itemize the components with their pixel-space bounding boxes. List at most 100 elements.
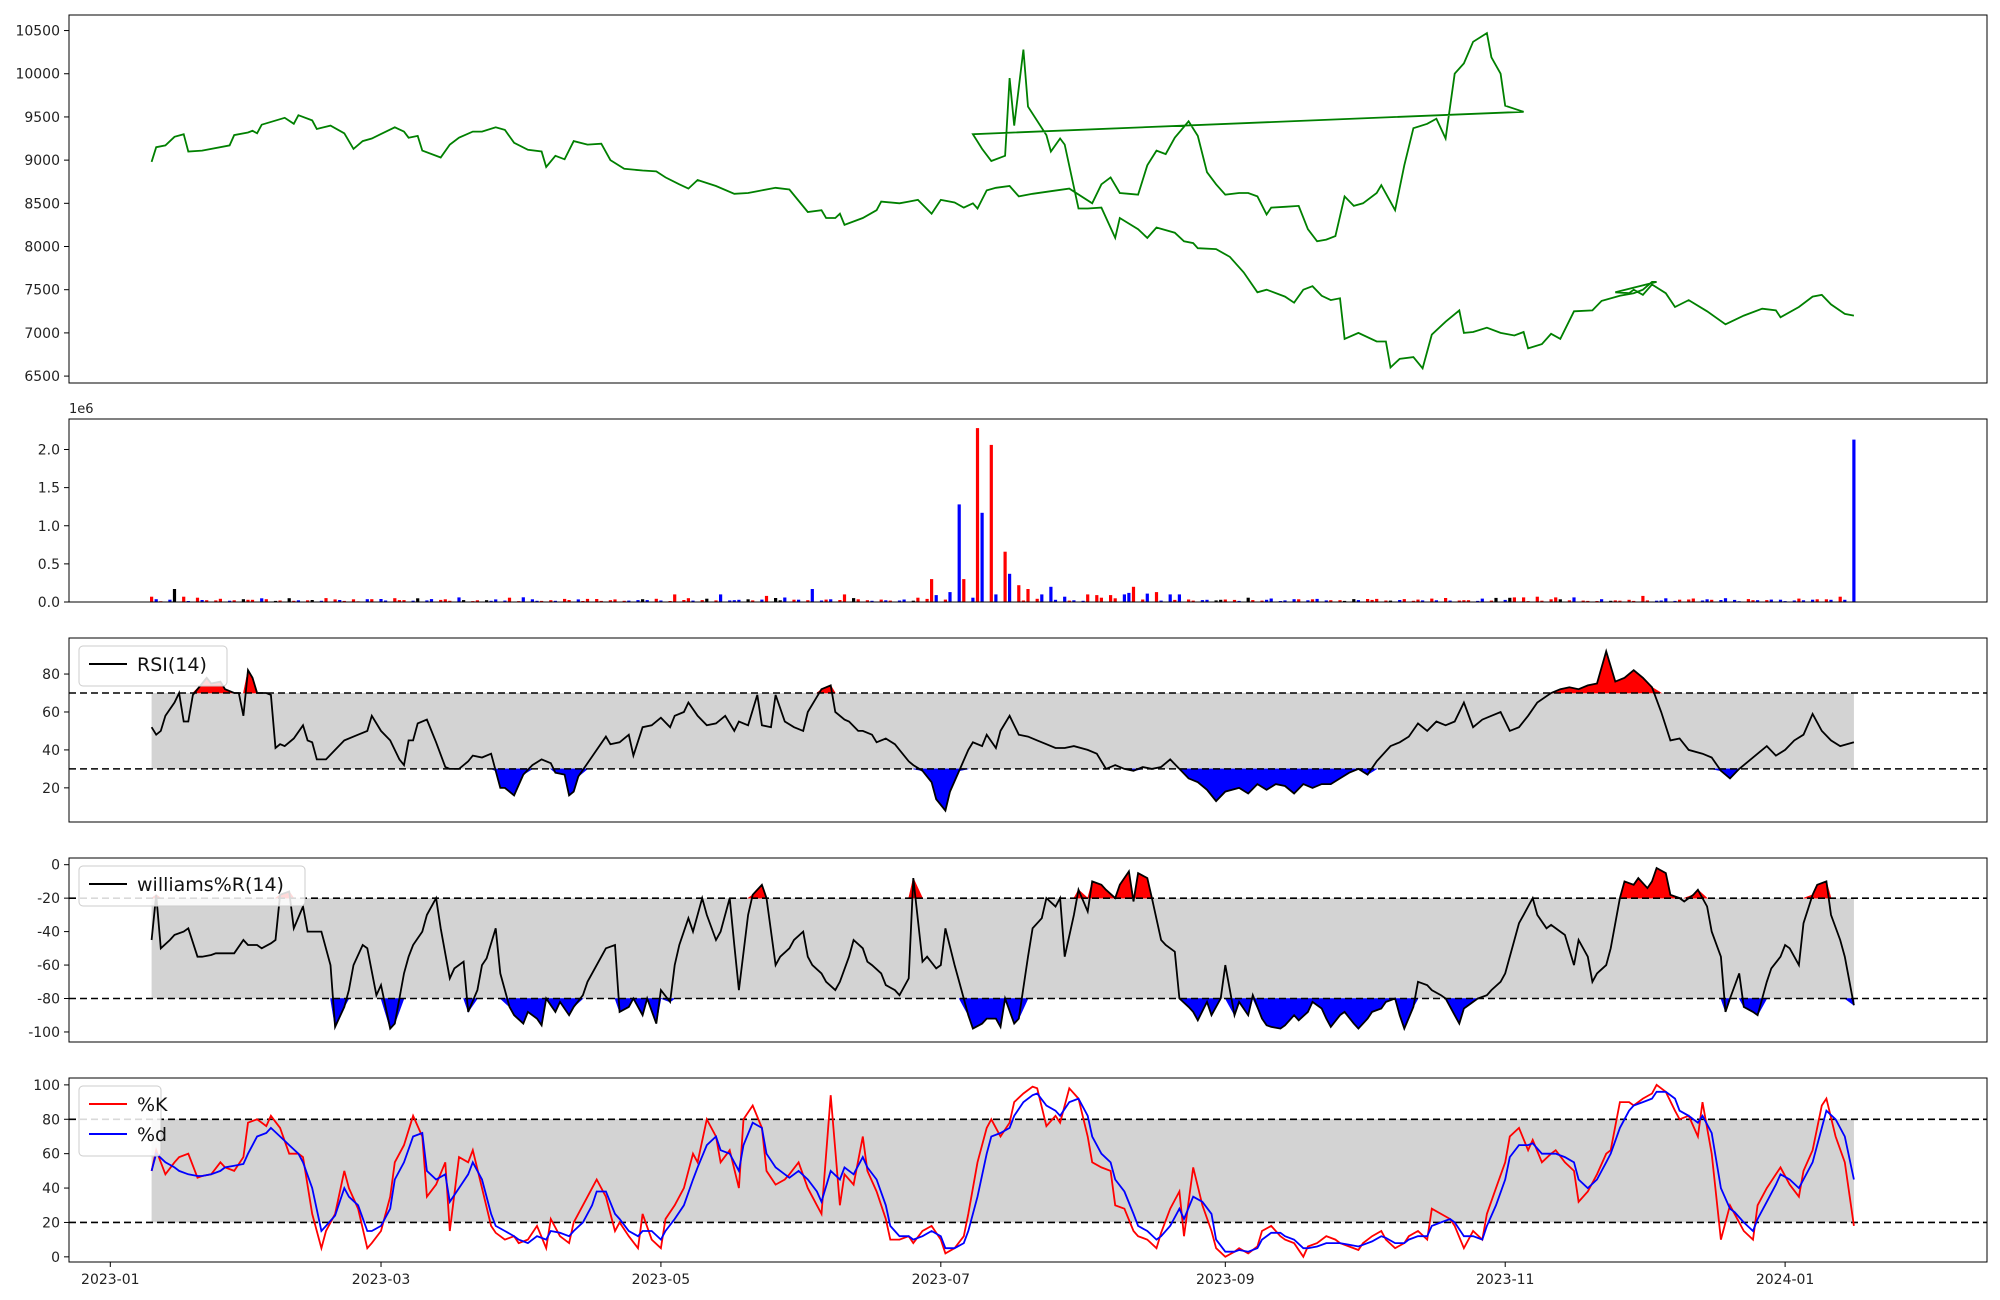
volume-bar <box>195 597 200 602</box>
volume-bar <box>1723 598 1728 602</box>
volume-bar <box>228 600 232 602</box>
y-tick-label: -40 <box>37 925 60 941</box>
volume-bar <box>1489 600 1493 602</box>
volume-bar <box>1678 599 1682 602</box>
y-tick-label: 8500 <box>24 196 60 212</box>
volume-bar <box>1315 598 1319 602</box>
volume-bar <box>310 600 314 602</box>
volume-bar <box>608 600 612 602</box>
volume-bar <box>764 595 769 602</box>
volume-bar <box>1746 599 1750 602</box>
y-tick-label: -100 <box>28 1025 60 1041</box>
volume-bar <box>462 600 466 602</box>
volume-bar <box>439 599 443 602</box>
volume-bar <box>393 598 397 602</box>
volume-bar <box>1618 600 1622 602</box>
volume-bar <box>980 512 984 602</box>
price-panel: 6500 7000 7500 8000 8500 9000 9500 10000 10500 <box>15 14 1988 385</box>
williams-legend-label: williams%R(14) <box>137 874 284 896</box>
volume-bar <box>1177 594 1181 602</box>
volume-bar <box>1664 598 1668 602</box>
volume-bar <box>806 600 810 602</box>
volume-bar <box>1567 600 1571 602</box>
volume-bar <box>751 600 755 602</box>
volume-bar <box>1811 599 1815 602</box>
volume-bar <box>1131 586 1136 603</box>
volume-bar <box>1457 600 1461 602</box>
stochastic-k-line <box>150 1083 1855 1259</box>
volume-bar <box>1329 600 1333 602</box>
volume-bar <box>1756 600 1760 602</box>
y-tick-label: 7000 <box>24 326 60 342</box>
stochastic-panel: 0 20 40 60 80 100 %K %d 2023-01 2023-03 2023-05… <box>33 1077 1988 1288</box>
volume-bar <box>549 600 553 602</box>
volume-bar <box>1265 599 1269 602</box>
volume-bar <box>1159 600 1163 602</box>
rsi-line <box>150 648 1855 813</box>
x-axis-ticks: 2023-01 2023-03 2023-05 2023-07 2023-09 2023-… <box>81 1262 1814 1288</box>
volume-bar <box>1232 599 1237 602</box>
stochastic-threshold-lines <box>69 1118 1987 1224</box>
volume-bar <box>246 599 250 602</box>
rsi-legend-box <box>78 645 228 687</box>
volume-bar <box>1026 589 1030 602</box>
volume-bar <box>1086 594 1090 602</box>
williams-legend-box <box>78 865 306 907</box>
volume-bar <box>865 600 869 602</box>
volume-bar <box>1370 599 1374 602</box>
volume-bar <box>641 599 645 602</box>
x-tick-label: 2023-09 <box>1196 1272 1255 1288</box>
volume-bar <box>296 600 300 602</box>
volume-bar <box>485 600 489 602</box>
volume-bar <box>287 598 291 602</box>
volume-bar <box>1466 600 1471 602</box>
volume-bar <box>1434 600 1438 602</box>
volume-bar <box>1099 597 1103 602</box>
volume-bar <box>1223 599 1227 602</box>
williams-y-ticks: 0 -20 -40 -60 -80 -100 <box>28 858 69 1041</box>
volume-bar <box>150 596 154 602</box>
volume-bar <box>370 599 374 602</box>
volume-bar <box>425 600 429 602</box>
volume-bar <box>1067 600 1071 602</box>
volume-bar <box>1411 600 1415 602</box>
volume-bar <box>1719 600 1723 602</box>
y-tick-label: 40 <box>42 1181 60 1197</box>
stochastic-legend-label-d: %d <box>137 1124 167 1146</box>
volume-bar <box>1549 599 1553 602</box>
volume-bar <box>925 598 929 602</box>
williams-frame <box>68 857 1988 1043</box>
volume-bar <box>1040 594 1044 602</box>
volume-bar <box>1769 599 1773 602</box>
volume-bar <box>1535 596 1539 602</box>
williams-legend: williams%R(14) <box>78 865 306 907</box>
y-tick-label: 60 <box>42 1147 60 1163</box>
volume-bar <box>273 600 278 602</box>
x-tick-label: 2023-01 <box>81 1272 140 1288</box>
volume-bar <box>783 597 787 602</box>
volume-bar <box>1113 598 1117 602</box>
y-tick-label: 1.5 <box>38 481 60 497</box>
x-tick-label: 2024-01 <box>1756 1272 1815 1288</box>
volume-bar <box>264 599 268 602</box>
y-tick-label: -60 <box>37 958 60 974</box>
volume-bar <box>1751 600 1755 602</box>
volume-bar <box>365 599 369 602</box>
volume-bar <box>1035 598 1039 602</box>
volume-bar <box>994 594 998 602</box>
y-tick-label: 1.0 <box>38 519 60 535</box>
volume-bar <box>948 592 952 602</box>
volume-bar <box>1852 439 1856 602</box>
volume-bar <box>351 599 356 602</box>
volume-bars <box>150 428 1856 603</box>
volume-bar <box>1145 593 1149 602</box>
volume-bar <box>1352 599 1356 602</box>
volume-bar <box>700 600 704 602</box>
volume-bar <box>218 598 222 602</box>
volume-bar <box>530 599 534 602</box>
volume-bar <box>1168 594 1172 602</box>
volume-bar <box>1416 599 1420 602</box>
volume-bar <box>1366 599 1370 602</box>
volume-bar <box>1801 600 1806 602</box>
volume-bar <box>1600 599 1604 602</box>
